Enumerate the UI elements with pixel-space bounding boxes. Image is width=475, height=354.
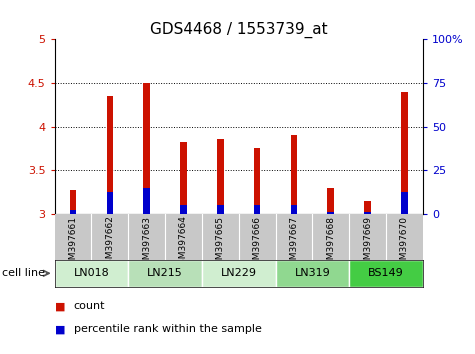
Bar (291, 205, 297, 214)
Text: GSM397664: GSM397664 (179, 216, 188, 270)
Text: LN229: LN229 (221, 268, 256, 279)
Bar (128, 260, 202, 287)
Bar (180, 142, 187, 214)
Bar (70, 210, 76, 214)
Bar (106, 96, 113, 214)
Text: GSM397667: GSM397667 (289, 216, 298, 270)
Bar (217, 205, 224, 214)
Bar (143, 83, 150, 214)
Text: GSM397662: GSM397662 (105, 216, 114, 270)
Bar (217, 139, 224, 214)
Title: GDS4468 / 1553739_at: GDS4468 / 1553739_at (150, 21, 327, 38)
Bar (401, 91, 408, 214)
Bar (364, 212, 371, 214)
Bar (106, 192, 113, 214)
Text: LN319: LN319 (294, 268, 330, 279)
Bar (327, 212, 334, 214)
Bar (291, 135, 297, 214)
Bar (276, 260, 349, 287)
Bar (364, 201, 371, 214)
Text: GSM397669: GSM397669 (363, 216, 372, 270)
Text: LN018: LN018 (74, 268, 109, 279)
Text: GSM397663: GSM397663 (142, 216, 151, 270)
Bar (70, 190, 76, 214)
Bar (55, 260, 128, 287)
Text: GSM397666: GSM397666 (253, 216, 262, 270)
Text: count: count (74, 301, 105, 311)
Text: GSM397670: GSM397670 (400, 216, 409, 270)
Bar (254, 148, 260, 214)
Bar (327, 188, 334, 214)
Text: percentile rank within the sample: percentile rank within the sample (74, 324, 262, 334)
Bar (254, 205, 260, 214)
Text: GSM397668: GSM397668 (326, 216, 335, 270)
Bar (180, 205, 187, 214)
Bar (143, 188, 150, 214)
Text: GSM397661: GSM397661 (68, 216, 77, 270)
Text: GSM397665: GSM397665 (216, 216, 225, 270)
Text: LN215: LN215 (147, 268, 183, 279)
Text: BS149: BS149 (368, 268, 404, 279)
Bar (202, 260, 276, 287)
Text: ■: ■ (55, 301, 65, 311)
Bar (401, 192, 408, 214)
Text: ■: ■ (55, 324, 65, 334)
Text: cell line: cell line (2, 268, 46, 278)
Bar (349, 260, 423, 287)
